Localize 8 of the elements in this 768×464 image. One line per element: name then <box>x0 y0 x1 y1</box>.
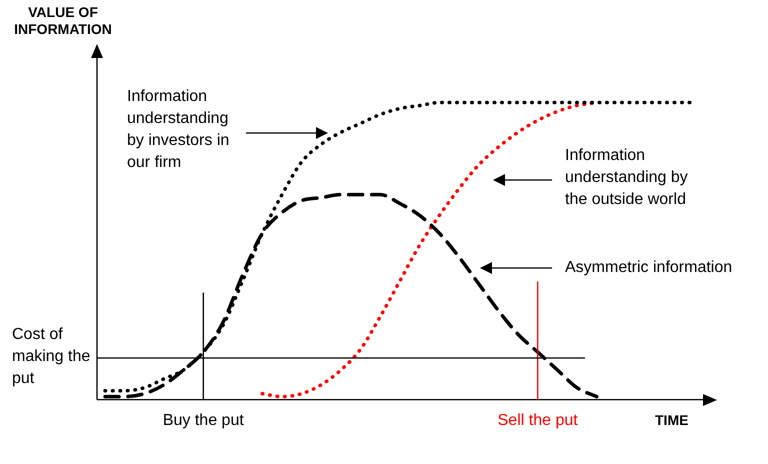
text: Sell the put <box>496 410 579 431</box>
annotation: Asymmetric information <box>565 258 734 278</box>
y-axis-title: VALUE OF INFORMATION <box>13 4 113 38</box>
text: Buy the put <box>162 410 245 431</box>
annotation: Information understanding by the outside world <box>565 146 689 210</box>
annotation: Information understanding by investors in our firm <box>127 87 230 173</box>
x-axis-title: TIME <box>655 412 688 429</box>
ref-line-label: Cost of making the put <box>12 325 92 389</box>
